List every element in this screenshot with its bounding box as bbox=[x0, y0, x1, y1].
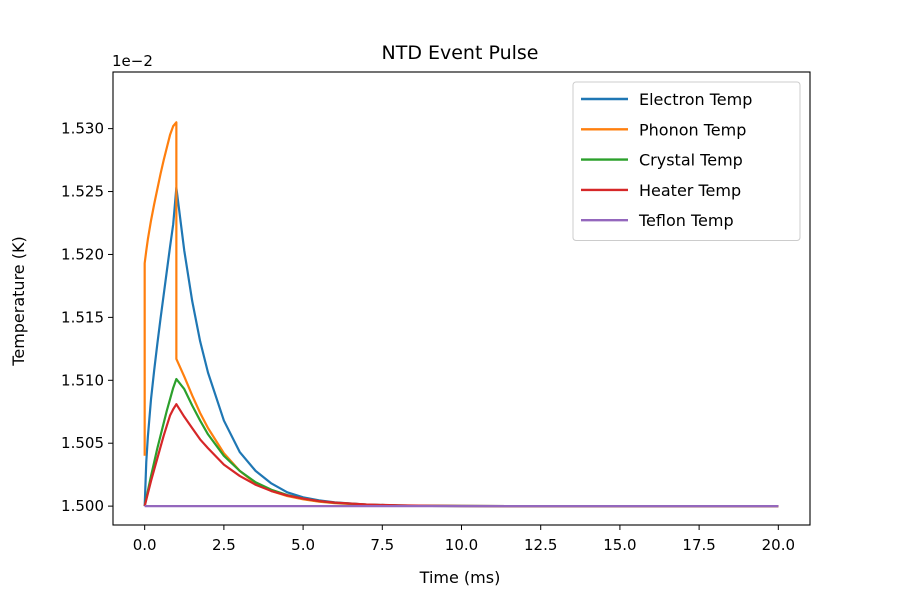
y-tick-label: 1.515 bbox=[61, 308, 104, 326]
y-tick-label: 1.505 bbox=[61, 434, 104, 452]
x-axis-ticks: 0.0 2.5 5.0 7.5 10.0 12.5 15.0 17.5 20.0 bbox=[133, 525, 795, 554]
x-tick-label: 10.0 bbox=[445, 536, 478, 554]
y-tick-label: 1.525 bbox=[61, 183, 104, 201]
plot-lines bbox=[143, 121, 779, 508]
legend-label-electron-temp: Electron Temp bbox=[639, 90, 752, 109]
y-offset-label: 1e−2 bbox=[112, 52, 153, 70]
x-tick-label: 12.5 bbox=[524, 536, 557, 554]
y-tick-label: 1.530 bbox=[61, 120, 104, 138]
legend-label-heater-temp: Heater Temp bbox=[639, 181, 741, 200]
x-tick-label: 2.5 bbox=[212, 536, 236, 554]
y-tick-label: 1.510 bbox=[61, 371, 104, 389]
x-tick-label: 17.5 bbox=[682, 536, 715, 554]
legend-label-phonon-temp: Phonon Temp bbox=[639, 120, 746, 139]
x-tick-label: 0.0 bbox=[133, 536, 157, 554]
legend-box bbox=[572, 81, 801, 241]
x-tick-label: 20.0 bbox=[762, 536, 795, 554]
x-tick-label: 5.0 bbox=[291, 536, 315, 554]
legend: Electron Temp Phonon Temp Crystal Temp Heat… bbox=[572, 81, 801, 241]
x-axis-label: Time (ms) bbox=[419, 568, 501, 587]
y-axis-label: Temperature (K) bbox=[9, 236, 28, 366]
y-tick-label: 1.520 bbox=[61, 245, 104, 263]
x-tick-label: 7.5 bbox=[370, 536, 394, 554]
legend-label-teflon-temp: Teflon Temp bbox=[638, 211, 734, 230]
y-tick-label: 1.500 bbox=[61, 497, 104, 515]
chart-title: NTD Event Pulse bbox=[382, 42, 539, 64]
y-axis-ticks: 1.500 1.505 1.510 1.515 1.520 1.525 1.530 bbox=[61, 120, 113, 515]
legend-label-crystal-temp: Crystal Temp bbox=[639, 151, 743, 170]
x-tick-label: 15.0 bbox=[603, 536, 636, 554]
